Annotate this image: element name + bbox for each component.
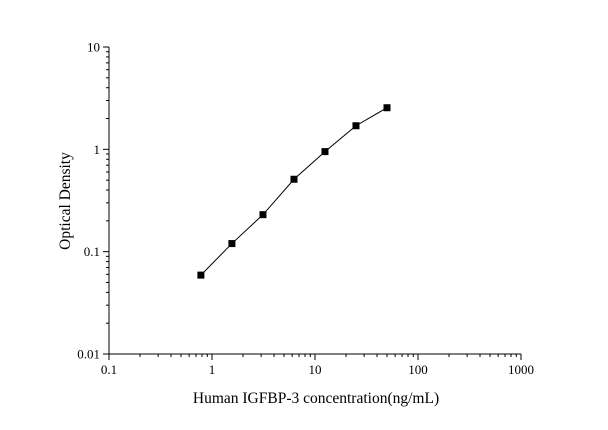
series bbox=[197, 104, 391, 279]
y-tick-label: 1 bbox=[94, 142, 101, 157]
y-axis-title: Optical Density bbox=[57, 152, 74, 250]
y-tick-label: 10 bbox=[87, 40, 100, 55]
data-point-marker bbox=[197, 271, 205, 279]
x-tick-label: 10 bbox=[309, 362, 322, 377]
data-point-marker bbox=[259, 211, 267, 219]
data-point-marker bbox=[321, 148, 329, 156]
x-tick-label: 0.1 bbox=[101, 362, 117, 377]
series-line bbox=[200, 107, 388, 276]
y-tick-label: 0.1 bbox=[84, 244, 100, 259]
x-axis-title: Human IGFBP-3 concentration(ng/mL) bbox=[193, 390, 439, 407]
x-tick-label: 1 bbox=[209, 362, 216, 377]
data-point-marker bbox=[383, 104, 391, 112]
data-point-marker bbox=[290, 175, 298, 183]
x-tick-label: 1000 bbox=[508, 362, 534, 377]
y-tick-label: 0.01 bbox=[77, 347, 100, 362]
x-tick-label: 100 bbox=[408, 362, 428, 377]
data-point-marker bbox=[352, 122, 360, 130]
data-point-marker bbox=[228, 240, 236, 248]
